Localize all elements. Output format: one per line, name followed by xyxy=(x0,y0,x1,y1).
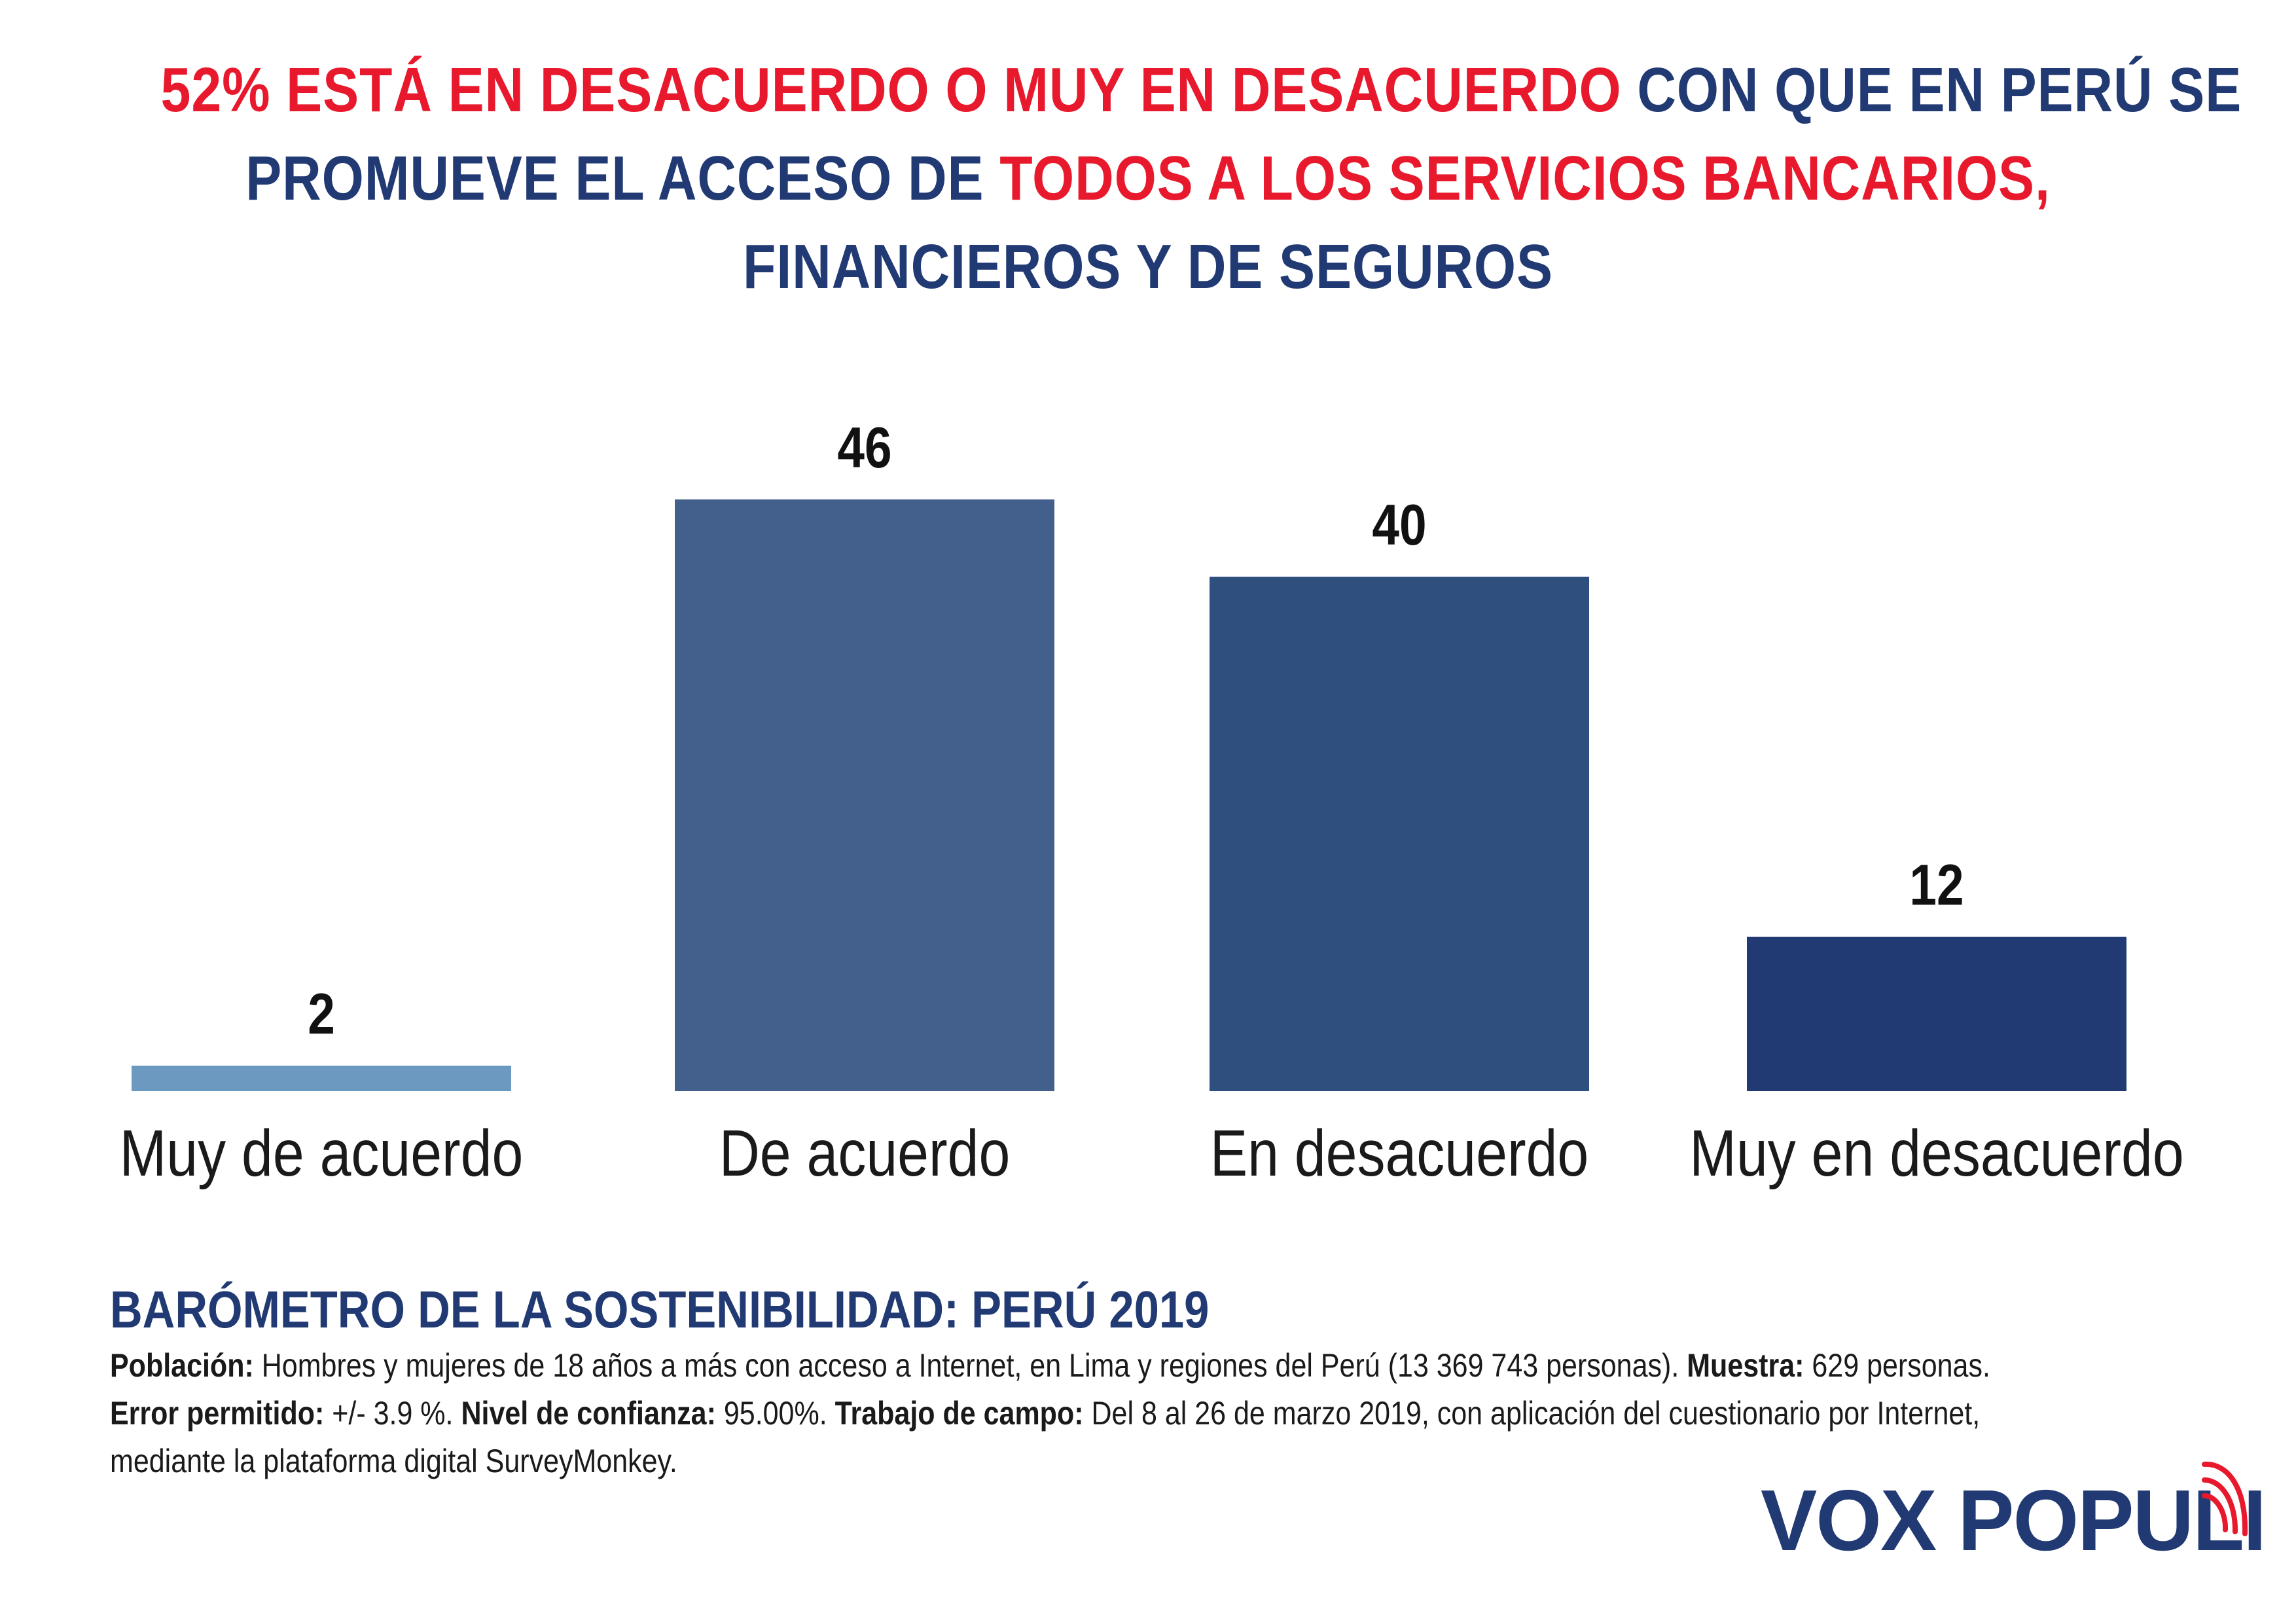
title-line-3: FINANCIEROS Y DE SEGUROS xyxy=(161,223,2136,311)
logo-text: VOX POPULI xyxy=(1761,1472,2267,1568)
muestra-text: 629 personas. xyxy=(1804,1347,1990,1384)
campo-label: Trabajo de campo: xyxy=(834,1395,1084,1432)
category-label: En desacuerdo xyxy=(1210,1117,1589,1190)
confianza-text: 95.00%. xyxy=(715,1395,835,1432)
vox-populi-logo: VOX POPULI xyxy=(1761,1456,2267,1568)
methodology-note: Población: Hombres y mujeres de 18 años … xyxy=(110,1342,2136,1485)
bar-en-desacuerdo xyxy=(1210,576,1589,1091)
bar-chart: 2 Muy de acuerdo 46 De acuerdo 40 En desacuer… xyxy=(119,415,2184,1190)
methodology-line-3: mediante la plataforma digital SurveyMon… xyxy=(110,1443,677,1479)
title-line-2: PROMUEVE EL ACCESO DE TODOS A LOS SERVIC… xyxy=(161,134,2136,223)
footer-heading: BARÓMETRO DE LA SOSTENIBILIDAD: PERÚ 201… xyxy=(110,1280,1210,1339)
value-label: 40 xyxy=(1372,492,1427,557)
confianza-label: Nivel de confianza: xyxy=(461,1395,716,1432)
bar-muy-de-acuerdo xyxy=(132,1065,511,1091)
campo-text: Del 8 al 26 de marzo 2019, con aplicació… xyxy=(1083,1395,1981,1432)
title-line-1: 52% ESTÁ EN DESACUERDO O MUY EN DESACUER… xyxy=(160,46,2242,134)
poblacion-label: Población: xyxy=(110,1347,254,1384)
value-label: 46 xyxy=(837,415,892,480)
value-label: 12 xyxy=(1909,852,1964,918)
category-label: De acuerdo xyxy=(719,1117,1011,1190)
signal-waves-icon xyxy=(2202,1461,2248,1536)
muestra-label: Muestra: xyxy=(1687,1347,1804,1384)
methodology-line-1: Población: Hombres y mujeres de 18 años … xyxy=(110,1342,2136,1390)
title-segment: TODOS A LOS SERVICIOS BANCARIOS, xyxy=(999,143,2051,213)
title-segment: CON QUE EN PERÚ SE xyxy=(1637,55,2242,125)
category-label: Muy de acuerdo xyxy=(119,1117,524,1190)
bar-muy-en-desacuerdo xyxy=(1747,937,2126,1091)
value-label: 2 xyxy=(308,981,335,1046)
bar-de-acuerdo xyxy=(675,499,1054,1091)
error-text: +/- 3.9 %. xyxy=(324,1395,461,1432)
title-segment: PROMUEVE EL ACCESO DE xyxy=(245,143,1000,213)
poblacion-text: Hombres y mujeres de 18 años a más con a… xyxy=(253,1347,1687,1384)
methodology-line-2: Error permitido: +/- 3.9 %. Nivel de con… xyxy=(110,1390,2136,1437)
error-label: Error permitido: xyxy=(110,1395,325,1432)
title-segment: 52% ESTÁ EN DESACUERDO O MUY EN DESACUER… xyxy=(160,55,1638,125)
title-segment: FINANCIEROS Y DE SEGUROS xyxy=(743,232,1553,302)
category-label: Muy en desacuerdo xyxy=(1689,1117,2184,1190)
chart-title: 52% ESTÁ EN DESACUERDO O MUY EN DESACUER… xyxy=(0,46,2296,311)
